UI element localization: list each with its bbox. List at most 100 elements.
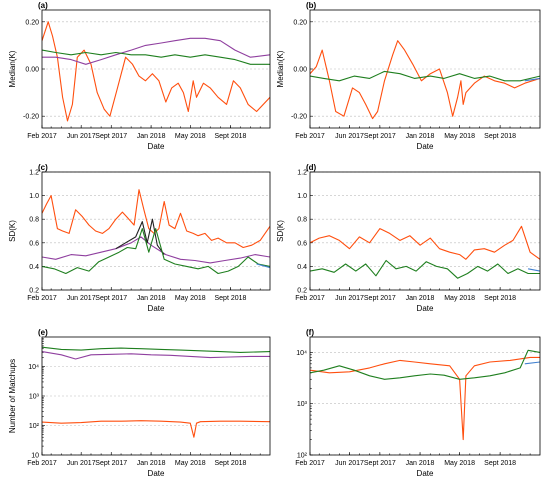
x-tick-label: Feb 2017 (27, 460, 57, 467)
y-tick-label: 1.2 (297, 170, 307, 177)
y-tick-label: 10² (297, 453, 308, 460)
x-tick-label: Feb 2017 (295, 460, 325, 467)
x-tick-label: Jun 2017 (67, 295, 96, 302)
plot-frame (309, 171, 541, 291)
y-tick-label: 10³ (297, 401, 308, 408)
x-tick-label: Jun 2017 (335, 295, 364, 302)
x-tick-label: Jan 2018 (406, 295, 435, 302)
y-tick-label: 0.00 (293, 67, 307, 74)
x-tick-label: Sept 2018 (215, 133, 247, 140)
x-tick-label: Sept 2018 (484, 295, 516, 302)
y-tick-label: 0.4 (297, 264, 307, 271)
x-tick-label: May 2018 (175, 295, 206, 302)
y-tick-label: -0.20 (291, 114, 307, 121)
y-tick-label: 10³ (29, 394, 40, 401)
series-line-orange (42, 21, 270, 122)
x-tick-label: Sept 2018 (484, 460, 516, 467)
x-tick-label: Sept 2017 (364, 295, 396, 302)
x-axis-label: Date (148, 142, 165, 151)
y-axis-label: Median(K) (276, 50, 285, 87)
chart-panel-6: 10² 10³ 10⁴ Feb 2017 Jun 2017 Sept 2017 Jan 20… (295, 328, 541, 478)
series-group (310, 349, 540, 441)
x-tick-label: Jan 2018 (137, 295, 166, 302)
x-axis-label: Date (148, 304, 165, 313)
x-tick-label: Jan 2018 (406, 133, 435, 140)
series-line-purple (42, 37, 270, 65)
x-axis-label: Date (148, 469, 165, 478)
y-tick-label: -0.20 (23, 114, 39, 121)
x-tick-label: Jun 2017 (67, 460, 96, 467)
y-axis-label: Median(K) (8, 50, 17, 87)
series-line-black (115, 218, 165, 255)
plot-frame (41, 9, 271, 129)
plot-frame (309, 336, 541, 456)
series-line-blue (527, 268, 540, 272)
series-line-orange (42, 420, 270, 438)
x-tick-label: Sept 2017 (95, 133, 127, 140)
x-tick-label: May 2018 (444, 133, 475, 140)
plot-frame (41, 336, 271, 456)
y-tick-label: 10⁴ (296, 350, 307, 357)
x-tick-label: Jun 2017 (67, 133, 96, 140)
series-line-orange (310, 225, 540, 260)
panel-label: (a) (38, 1, 48, 10)
x-axis-label: Date (417, 304, 434, 313)
x-tick-label: Jun 2017 (335, 133, 364, 140)
series-line-purple (42, 351, 270, 360)
series-line-green (42, 228, 270, 275)
series-line-blue (256, 263, 270, 269)
series-group (42, 21, 270, 122)
x-tick-label: Jan 2018 (406, 460, 435, 467)
x-tick-label: May 2018 (175, 460, 206, 467)
y-tick-label: 0.6 (297, 240, 307, 247)
x-tick-label: Sept 2018 (215, 295, 247, 302)
x-tick-label: Sept 2017 (95, 460, 127, 467)
series-line-green (42, 346, 270, 353)
series-line-green (310, 349, 540, 380)
y-tick-label: 0.6 (29, 240, 39, 247)
series-line-blue (524, 77, 540, 82)
series-line-blue (524, 361, 540, 365)
x-tick-label: Jan 2018 (137, 133, 166, 140)
series-group (42, 189, 270, 275)
x-tick-label: Sept 2018 (484, 133, 516, 140)
x-tick-label: Jan 2018 (137, 460, 166, 467)
x-tick-label: Feb 2017 (27, 133, 57, 140)
series-line-green (310, 259, 540, 279)
series-group (42, 346, 270, 438)
plot-frame (41, 171, 271, 291)
x-tick-label: Feb 2017 (27, 295, 57, 302)
x-tick-label: Feb 2017 (295, 133, 325, 140)
x-tick-label: Sept 2017 (364, 460, 396, 467)
y-tick-label: 0.4 (29, 264, 39, 271)
x-tick-label: May 2018 (175, 133, 206, 140)
y-axis-label: SD(K) (276, 220, 285, 242)
x-tick-label: Sept 2017 (95, 295, 127, 302)
y-tick-label: 1.0 (29, 193, 39, 200)
chart-panel-1: 0.20 0.00 -0.20 Feb 2017 Jun 2017 Sept 2017 Ja… (8, 1, 271, 151)
y-axis-label: Number of Matchups (8, 359, 17, 433)
y-tick-label: 10⁴ (28, 364, 39, 371)
series-line-green (310, 70, 540, 82)
y-tick-label: 0.8 (297, 217, 307, 224)
y-tick-label: 10² (29, 423, 40, 430)
series-line-green (42, 49, 270, 65)
y-tick-label: 1.0 (297, 193, 307, 200)
series-line-orange (42, 189, 270, 249)
series-line-orange (310, 356, 540, 441)
y-tick-label: 0.00 (25, 67, 39, 74)
x-tick-label: Feb 2017 (295, 295, 325, 302)
x-tick-label: Sept 2017 (364, 133, 396, 140)
x-tick-label: Jun 2017 (335, 460, 364, 467)
y-tick-label: 0.20 (293, 19, 307, 26)
x-tick-label: Sept 2018 (215, 460, 247, 467)
series-group (310, 40, 540, 120)
chart-panel-5: 10 10² 10³ 10⁴ Feb 2017 Jun 2017 Sept 2017 Jan … (8, 328, 271, 478)
panel-label: (d) (306, 163, 317, 172)
x-tick-label: May 2018 (444, 460, 475, 467)
panel-label: (b) (306, 1, 317, 10)
panel-label: (f) (306, 328, 314, 337)
